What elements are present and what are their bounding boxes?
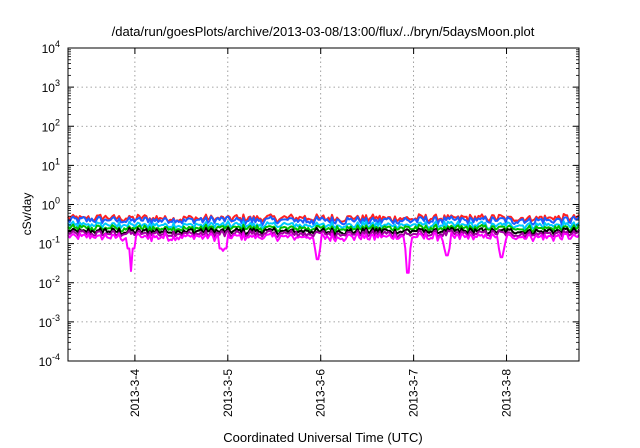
series-line-2 <box>67 220 580 231</box>
x-tick-label: 2013-3-5 <box>221 369 235 417</box>
series-line-1 <box>67 215 580 227</box>
series-group <box>67 213 580 274</box>
y-tick-label: 100 <box>42 196 60 213</box>
y-tick-label: 10-1 <box>39 235 60 252</box>
x-tick-label: 2013-3-4 <box>128 369 142 417</box>
series-line-0 <box>67 213 580 224</box>
y-tick-label: 10-2 <box>39 274 60 291</box>
series-line-3 <box>67 223 580 234</box>
y-axis-label: cSv/day <box>20 193 34 236</box>
plot-frame <box>67 47 580 362</box>
x-axis-label: Coordinated Universal Time (UTC) <box>223 430 422 445</box>
x-tick-label: 2013-3-7 <box>407 369 421 417</box>
y-tick-label: 10-3 <box>39 313 60 330</box>
y-tick-label: 104 <box>42 39 60 56</box>
y-tick-label: 10-4 <box>39 352 60 369</box>
y-tick-label: 101 <box>42 156 60 173</box>
x-tick-label: 2013-3-6 <box>314 369 328 417</box>
y-tick-label: 102 <box>42 117 60 134</box>
series-line-5 <box>67 229 580 240</box>
y-tick-label: 103 <box>42 78 60 95</box>
series-line-4 <box>67 226 580 237</box>
x-tick-label: 2013-3-8 <box>500 369 514 417</box>
grid <box>68 48 579 361</box>
tick-group: 10-4 10-3 10-2 10-1 100 101 102 103 104 2013-3-4 2… <box>39 39 579 417</box>
chart-title: /data/run/goesPlots/archive/2013-03-08/1… <box>112 24 535 39</box>
series-line-6 <box>67 231 580 274</box>
